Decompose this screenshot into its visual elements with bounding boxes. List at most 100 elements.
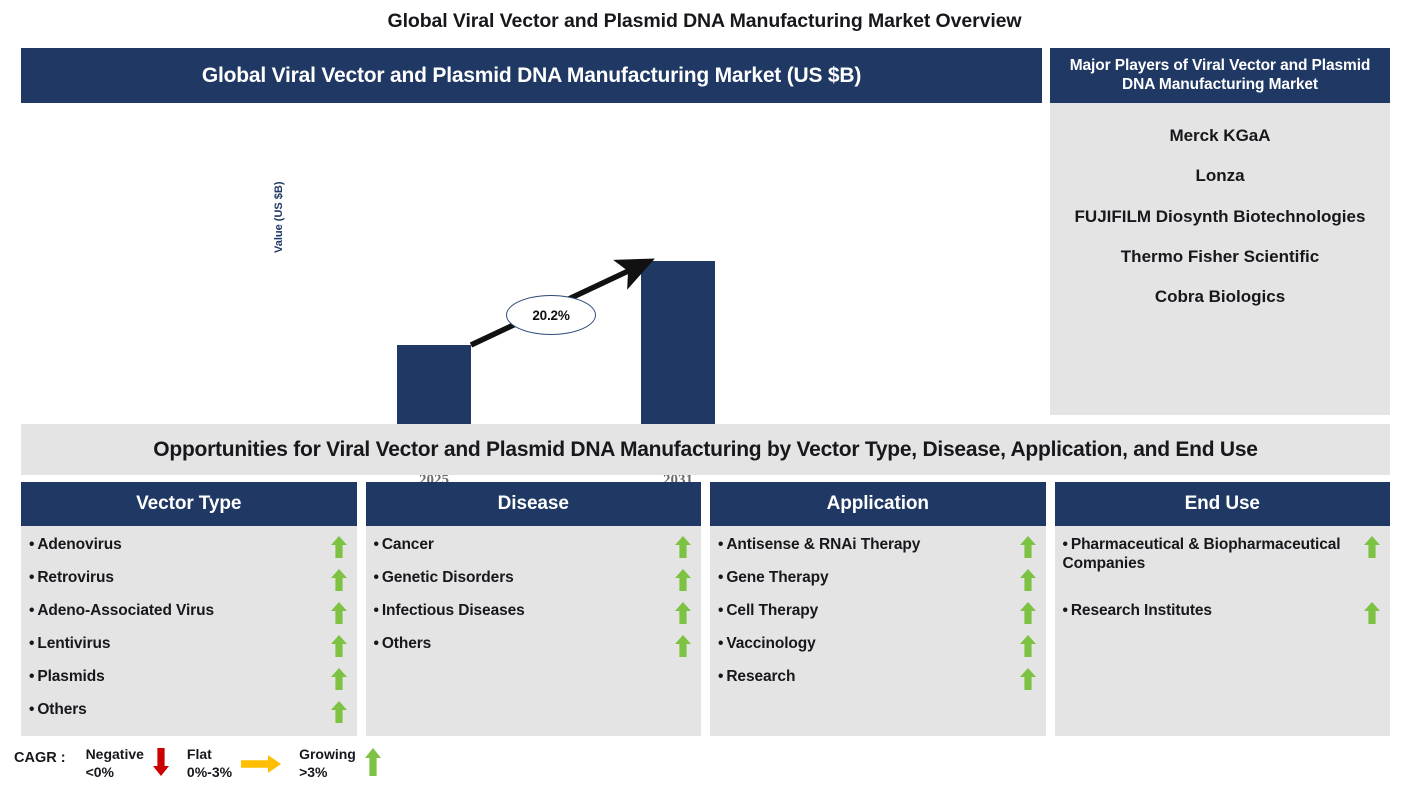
market-chart-body: Value (US $B) 20.2% 2025 2031 xyxy=(21,103,1042,488)
list-item-label: • Plasmids xyxy=(29,667,113,686)
list-item-text: Others xyxy=(381,635,432,652)
list-item-text: Vaccinology xyxy=(726,635,816,652)
arrow-up-icon xyxy=(675,568,693,591)
bullet-icon: • xyxy=(29,668,35,685)
list-item-text: Others xyxy=(37,701,87,718)
list-item-label: • Research xyxy=(718,667,803,686)
legend-label: Negative xyxy=(85,746,144,762)
opportunity-column-end-use: End Use • Pharmaceutical & Biopharmaceuti… xyxy=(1054,482,1390,736)
list-item-label: • Others xyxy=(374,634,440,653)
opportunities-banner-text: Opportunities for Viral Vector and Plasm… xyxy=(153,437,1258,461)
column-body-application: • Antisense & RNAi Therapy • Gene Therapy … xyxy=(710,526,1046,736)
list-item-text: Genetic Disorders xyxy=(381,569,514,586)
list-item: • Pharmaceutical & Biopharmaceutical Comp… xyxy=(1063,535,1383,601)
list-item-text: Antisense & RNAi Therapy xyxy=(726,536,921,553)
column-body-vector-type: • Adenovirus • Retrovirus • Adeno-Associate… xyxy=(21,526,357,736)
cagr-callout-badge: 20.2% xyxy=(506,295,596,335)
list-item-label: • Infectious Diseases xyxy=(374,601,533,620)
bullet-icon: • xyxy=(373,536,379,553)
list-item: • Lentivirus xyxy=(29,634,349,667)
major-players-list: Merck KGaA Lonza FUJIFILM Diosynth Biote… xyxy=(1050,103,1390,415)
major-players-header: Major Players of Viral Vector and Plasmi… xyxy=(1050,48,1390,103)
list-item: Merck KGaA xyxy=(1169,126,1271,145)
y-axis-label: Value (US $B) xyxy=(273,181,285,253)
bullet-icon: • xyxy=(373,635,379,652)
arrow-up-icon xyxy=(330,634,349,657)
arrow-up-icon xyxy=(675,601,693,624)
column-header-vector-type: Vector Type xyxy=(21,482,357,526)
market-chart-title: Global Viral Vector and Plasmid DNA Manu… xyxy=(201,63,862,87)
legend-label: Growing xyxy=(299,746,356,762)
page-title: Global Viral Vector and Plasmid DNA Manu… xyxy=(387,10,1022,32)
arrow-up-icon xyxy=(675,634,693,657)
column-header-application: Application xyxy=(710,482,1046,526)
arrow-up-icon xyxy=(1019,634,1038,657)
arrow-up-icon xyxy=(330,601,349,624)
major-players-title: Major Players of Viral Vector and Plasmi… xyxy=(1069,56,1371,93)
column-body-end-use: • Pharmaceutical & Biopharmaceutical Comp… xyxy=(1054,526,1390,736)
list-item: • Plasmids xyxy=(29,667,349,700)
arrow-down-icon xyxy=(152,748,169,776)
major-players-panel: Major Players of Viral Vector and Plasmi… xyxy=(1050,48,1390,415)
opportunities-banner: Opportunities for Viral Vector and Plasm… xyxy=(21,424,1390,475)
arrow-up-icon xyxy=(330,568,349,591)
bullet-icon: • xyxy=(29,536,35,553)
list-item: • Others xyxy=(374,634,694,667)
list-item-label: • Retrovirus xyxy=(29,568,122,587)
arrow-up-icon xyxy=(330,667,349,690)
legend-entry-flat: Flat 0%-3% xyxy=(187,746,291,781)
list-item: Cobra Biologics xyxy=(1154,287,1286,306)
list-item-text: Adeno-Associated Virus xyxy=(37,602,214,619)
list-item-text: Plasmids xyxy=(37,668,105,685)
list-item-label: • Cancer xyxy=(374,535,442,554)
arrow-up-icon xyxy=(1364,601,1382,624)
list-item-label: • Genetic Disorders xyxy=(374,568,522,587)
list-item-label: • Research Institutes xyxy=(1063,601,1220,620)
list-item-text: Research xyxy=(726,668,796,685)
list-item-label: • Gene Therapy xyxy=(718,568,837,587)
list-item: • Cell Therapy xyxy=(718,601,1038,634)
bullet-icon: • xyxy=(29,602,35,619)
arrow-up-icon xyxy=(1364,535,1382,558)
legend-range: <0% xyxy=(85,763,114,780)
opportunity-column-vector-type: Vector Type • Adenovirus • Retrovirus • Ade… xyxy=(21,482,357,736)
list-item: • Research Institutes xyxy=(1063,601,1383,634)
list-item: • Cancer xyxy=(374,535,694,568)
list-item: Thermo Fisher Scientific xyxy=(1120,246,1320,266)
bullet-icon: • xyxy=(718,569,724,586)
legend-entry-text: Negative <0% xyxy=(86,746,144,781)
column-header-end-use: End Use xyxy=(1054,482,1390,526)
arrow-up-icon xyxy=(1019,601,1038,624)
list-item: • Genetic Disorders xyxy=(374,568,694,601)
legend-range: 0%-3% xyxy=(186,763,233,780)
arrow-up-icon xyxy=(330,535,349,558)
market-chart-panel: Global Viral Vector and Plasmid DNA Manu… xyxy=(21,48,1042,488)
list-item-text: Pharmaceutical & Biopharmaceutical Compa… xyxy=(1062,536,1341,573)
opportunity-column-disease: Disease • Cancer • Genetic Disorders • Infe… xyxy=(365,482,701,736)
cagr-legend-title: CAGR : xyxy=(14,750,66,766)
list-item: FUJIFILM Diosynth Biotechnologies xyxy=(1074,206,1366,226)
list-item: • Adeno-Associated Virus xyxy=(29,601,349,634)
bullet-icon: • xyxy=(29,701,35,718)
list-item: • Infectious Diseases xyxy=(374,601,694,634)
list-item-text: Research Institutes xyxy=(1070,602,1212,619)
bullet-icon: • xyxy=(1062,536,1068,553)
bullet-icon: • xyxy=(718,668,724,685)
list-item-label: • Vaccinology xyxy=(718,634,824,653)
list-item: • Others xyxy=(29,700,349,733)
bullet-icon: • xyxy=(29,569,35,586)
bullet-icon: • xyxy=(718,635,724,652)
column-title: Application xyxy=(826,493,929,514)
bullet-icon: • xyxy=(1062,602,1068,619)
cagr-value: 20.2% xyxy=(532,307,570,323)
list-item: • Gene Therapy xyxy=(718,568,1038,601)
column-header-disease: Disease xyxy=(365,482,701,526)
bullet-icon: • xyxy=(29,635,35,652)
list-item: • Vaccinology xyxy=(718,634,1038,667)
opportunity-column-application: Application • Antisense & RNAi Therapy • G… xyxy=(710,482,1046,736)
list-item-label: • Lentivirus xyxy=(29,634,118,653)
list-item: Lonza xyxy=(1195,166,1245,186)
list-item-label: • Pharmaceutical & Biopharmaceutical Comp… xyxy=(1063,535,1365,574)
legend-entry-text: Growing >3% xyxy=(299,746,356,781)
legend-entry-negative: Negative <0% xyxy=(86,746,179,781)
